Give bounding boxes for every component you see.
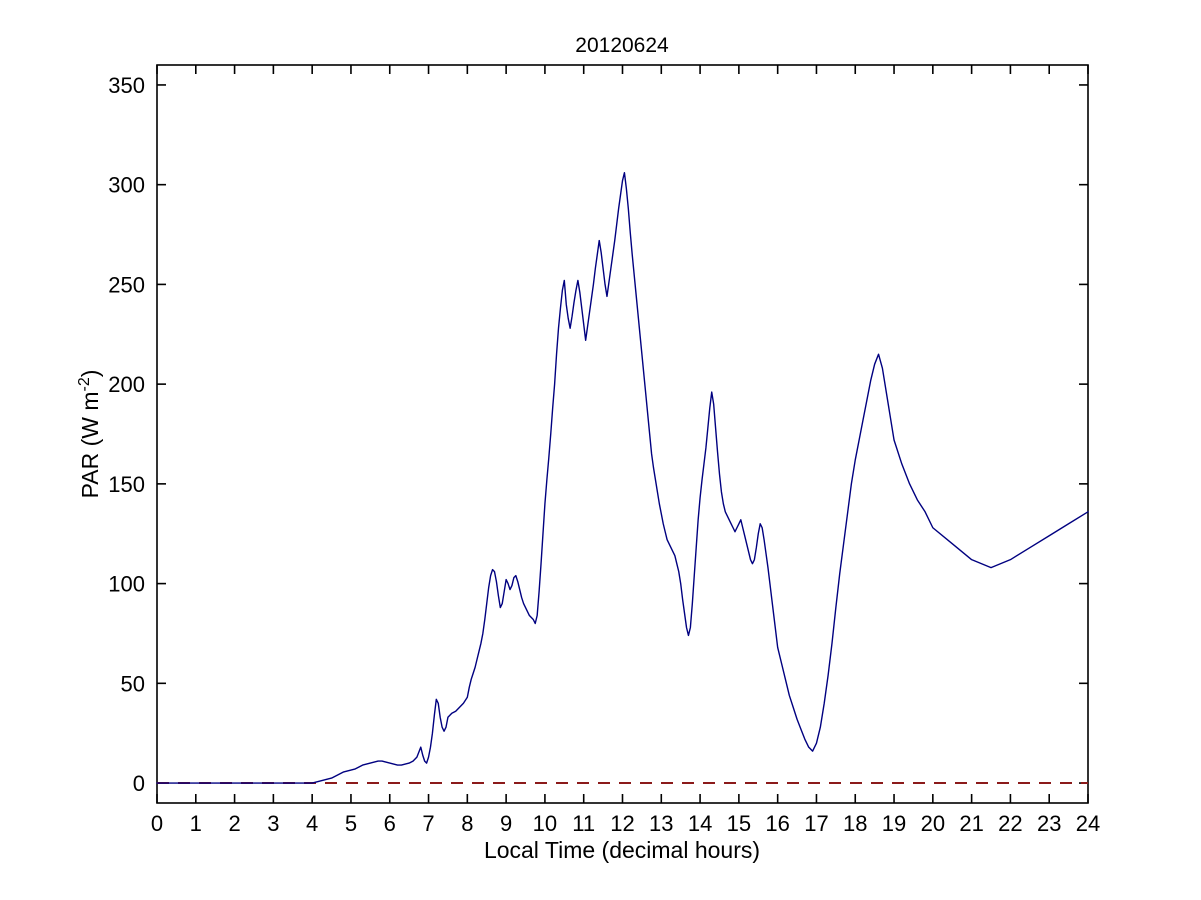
x-tick-label: 11 — [572, 811, 595, 836]
x-axis-tick-labels: 0 1 2 3 4 5 6 7 8 9 10 11 12 13 14 15 16 17 18 19 20 21 22 23 24 — [151, 811, 1100, 836]
y-tick-label: 300 — [108, 173, 145, 198]
x-tick-label: 17 — [804, 811, 828, 836]
x-tick-label: 6 — [384, 811, 396, 836]
x-tick-label: 16 — [765, 811, 789, 836]
y-tick-label: 100 — [108, 572, 145, 597]
chart-title-group: 20120624 — [575, 34, 669, 57]
y-axis-title-close-paren: ) — [77, 370, 103, 378]
x-tick-label: 10 — [533, 811, 557, 836]
x-tick-label: 4 — [306, 811, 318, 836]
x-tick-label: 18 — [843, 811, 867, 836]
x-axis-title: Local Time (decimal hours) — [484, 837, 760, 863]
x-tick-label: 1 — [190, 811, 202, 836]
y-axis-tick-labels: 0 50 100 150 200 250 300 350 — [108, 73, 145, 796]
x-tick-label: 12 — [610, 811, 634, 836]
y-axis-title-main: PAR (W m — [77, 392, 103, 499]
y-axis-ticks-right — [1079, 84, 1088, 784]
x-tick-label: 20 — [921, 811, 945, 836]
x-tick-label: 22 — [998, 811, 1022, 836]
y-tick-label: 350 — [108, 73, 145, 98]
x-tick-label: 23 — [1037, 811, 1061, 836]
x-tick-label: 15 — [727, 811, 751, 836]
x-tick-label: 21 — [959, 811, 983, 836]
x-tick-label: 3 — [267, 811, 279, 836]
x-tick-label: 13 — [649, 811, 673, 836]
y-tick-label: 150 — [108, 472, 145, 497]
x-axis-ticks-bottom — [156, 794, 1089, 803]
y-tick-label: 200 — [108, 372, 145, 397]
chart-title: 20120624 — [575, 34, 669, 57]
plot-frame — [156, 64, 1089, 804]
axes-box — [156, 64, 1089, 804]
x-tick-label: 2 — [228, 811, 240, 836]
y-axis-ticks-left — [157, 84, 166, 784]
data-series-layer — [156, 172, 1089, 785]
x-axis-ticks-top — [156, 65, 1089, 74]
x-tick-label: 7 — [422, 811, 434, 836]
x-tick-label: 8 — [461, 811, 473, 836]
y-tick-label: 50 — [121, 671, 145, 696]
y-axis-title: PAR (W m-2) — [76, 370, 103, 499]
y-tick-label: 250 — [108, 272, 145, 297]
x-tick-label: 24 — [1076, 811, 1100, 836]
x-tick-label: 14 — [688, 811, 712, 836]
x-tick-label: 0 — [151, 811, 163, 836]
y-axis-title-group: PAR (W m-2) — [76, 370, 103, 499]
x-tick-label: 19 — [882, 811, 906, 836]
x-tick-label: 9 — [500, 811, 512, 836]
x-tick-label: 5 — [345, 811, 357, 836]
y-tick-label: 0 — [133, 771, 145, 796]
x-axis-title-group: Local Time (decimal hours) — [484, 837, 760, 863]
y-axis-title-superscript: -2 — [76, 377, 93, 391]
par-data-line — [156, 172, 1089, 784]
